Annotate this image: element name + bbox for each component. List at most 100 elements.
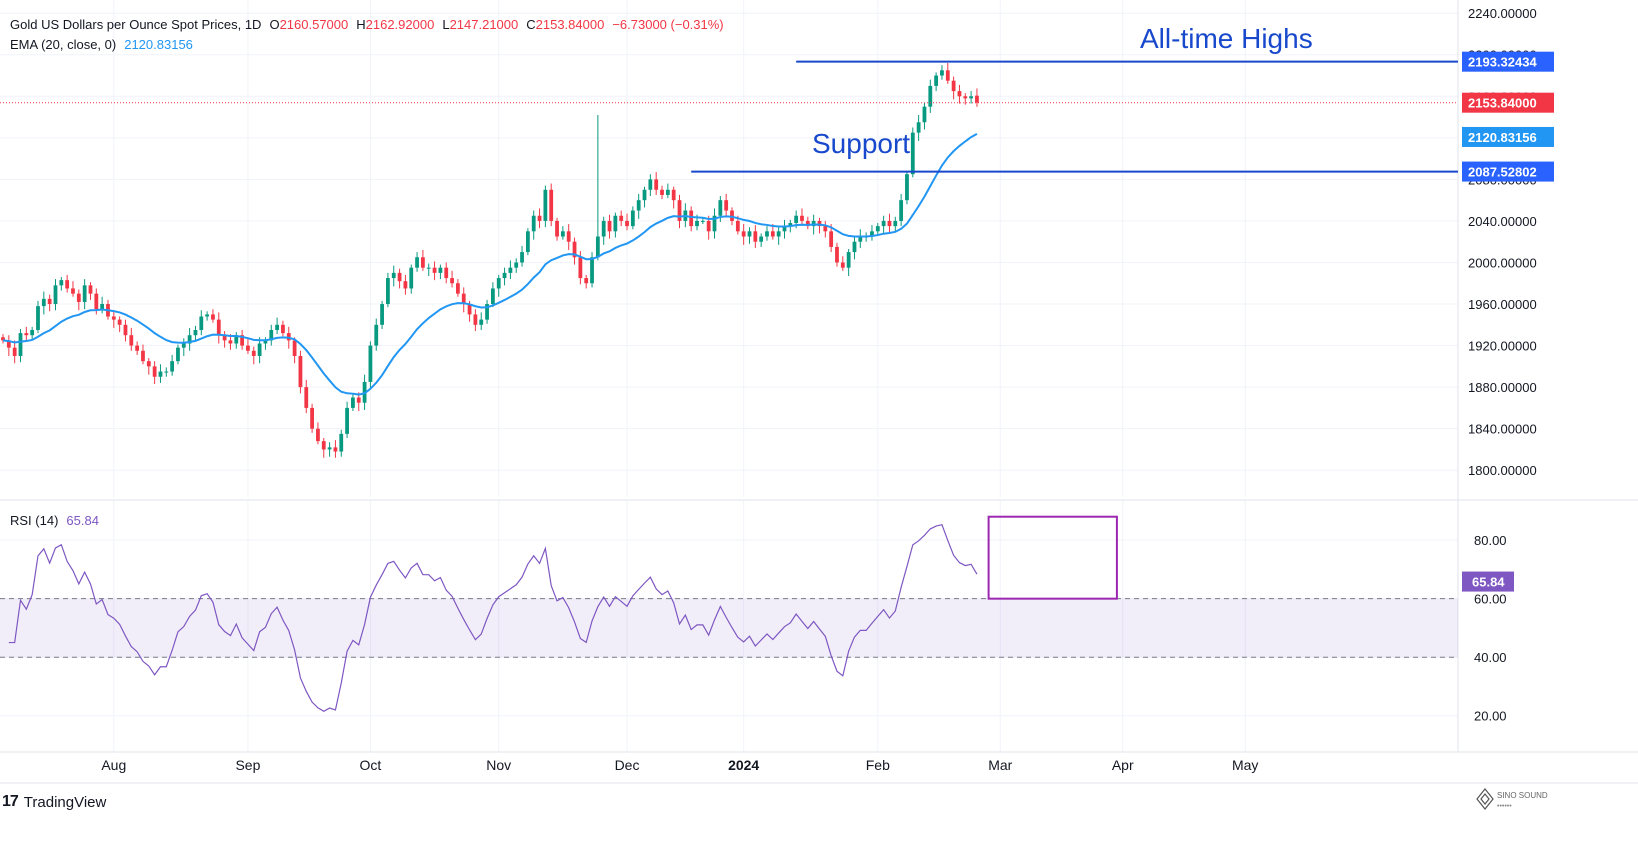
candle-body xyxy=(934,75,939,86)
candle-body xyxy=(275,324,279,330)
time-tick-label: Feb xyxy=(866,757,890,773)
ema-header: EMA (20, close, 0) 2120.83156 xyxy=(10,37,193,52)
candle-body xyxy=(700,220,705,222)
symbol-header: Gold US Dollars per Ounce Spot Prices, 1… xyxy=(10,17,724,32)
change-value: −6.73000 (−0.31%) xyxy=(612,17,724,32)
candle-body xyxy=(502,272,507,279)
candle-body xyxy=(957,91,962,97)
candle-body xyxy=(782,226,787,232)
candle-body xyxy=(391,272,396,279)
candle-body xyxy=(747,231,752,237)
time-tick-label: Aug xyxy=(101,757,126,773)
support-label: Support xyxy=(812,128,910,159)
candle-body xyxy=(584,278,589,284)
candle-body xyxy=(590,257,594,284)
candle-body xyxy=(316,428,320,442)
candle-body xyxy=(380,304,384,325)
tradingview-logo[interactable]: 17 TradingView xyxy=(2,793,106,811)
candle-body xyxy=(298,355,303,388)
time-tick-label: 2024 xyxy=(728,757,759,773)
candle-body xyxy=(566,231,571,242)
open-label: O xyxy=(269,17,280,32)
price-tick-label: 1960.00000 xyxy=(1468,297,1537,312)
candle-body xyxy=(595,236,600,258)
candle-body xyxy=(240,335,245,346)
candle-body xyxy=(222,335,227,341)
candle-body xyxy=(852,241,857,253)
candle-body xyxy=(426,267,431,269)
candle-body xyxy=(228,340,233,344)
candle-body xyxy=(520,252,524,263)
time-tick-label: Mar xyxy=(988,757,1012,773)
candle-body xyxy=(537,215,542,221)
candle-body xyxy=(146,361,151,367)
candle-body xyxy=(135,345,140,351)
candle-body xyxy=(351,397,355,408)
rsi-band xyxy=(0,598,1458,658)
candle-body xyxy=(170,361,175,372)
candle-body xyxy=(304,387,309,408)
candle-body xyxy=(910,132,915,175)
candle-body xyxy=(41,298,46,307)
price-label-ema: 2120.83156 xyxy=(1462,126,1554,147)
candle-body xyxy=(123,324,128,336)
ema-value: 2120.83156 xyxy=(124,37,193,52)
time-tick-label: May xyxy=(1232,757,1258,773)
candle-body xyxy=(76,293,81,302)
candle-body xyxy=(374,324,379,346)
candle-body xyxy=(963,96,968,99)
candle-body xyxy=(823,226,828,232)
candle-body xyxy=(164,371,169,373)
candle-body xyxy=(152,366,157,377)
candle-body xyxy=(473,314,478,325)
candle-body xyxy=(6,340,11,348)
low-label: L xyxy=(442,17,450,32)
candle-body xyxy=(905,174,909,201)
candle-body xyxy=(71,288,75,294)
ema-label: EMA (20, close, 0) xyxy=(10,37,117,52)
price-label-box xyxy=(1462,92,1554,113)
candle-body xyxy=(613,215,618,232)
candle-body xyxy=(770,231,775,237)
rsi-tick-label: 60.00 xyxy=(1474,592,1507,607)
candle-body xyxy=(30,330,35,336)
high-value: 2162.92000 xyxy=(365,17,435,32)
candle-body xyxy=(485,304,489,320)
price-tick-label: 1800.00000 xyxy=(1468,463,1537,478)
price-label-level: 2193.32434 xyxy=(1462,51,1554,72)
candle-body xyxy=(281,324,285,334)
candle-body xyxy=(187,335,192,344)
rsi-last-text: 65.84 xyxy=(1472,575,1505,590)
candle-body xyxy=(630,210,635,227)
close-label: C xyxy=(526,17,536,32)
time-tick-label: Dec xyxy=(615,757,640,773)
candle-body xyxy=(572,241,577,258)
price-axis: 2240.000002200.000002160.000002120.00000… xyxy=(1462,6,1554,478)
candle-body xyxy=(444,267,449,279)
candle-body xyxy=(450,278,454,284)
grid-lines xyxy=(0,0,1458,753)
rsi-line xyxy=(8,523,978,712)
rsi-tick-label: 20.00 xyxy=(1474,709,1507,724)
candle-body xyxy=(642,189,647,201)
candle-body xyxy=(415,257,419,268)
candle-body xyxy=(111,316,116,320)
candle-body xyxy=(870,231,874,237)
candle-body xyxy=(776,231,781,237)
price-label-last: 2153.84000 xyxy=(1462,92,1554,113)
candle-body xyxy=(735,220,740,232)
candle-body xyxy=(677,200,682,221)
candle-body xyxy=(555,220,559,237)
candle-body xyxy=(141,350,145,362)
candle-body xyxy=(65,280,70,289)
price-tick-label: 2000.00000 xyxy=(1468,255,1537,270)
time-tick-label: Sep xyxy=(235,757,260,773)
candle-body xyxy=(636,200,641,211)
candle-body xyxy=(858,236,863,242)
candle-body xyxy=(211,314,215,320)
candle-body xyxy=(712,215,717,232)
candle-body xyxy=(193,330,198,336)
candle-body xyxy=(601,220,606,237)
candle-body xyxy=(741,231,746,237)
